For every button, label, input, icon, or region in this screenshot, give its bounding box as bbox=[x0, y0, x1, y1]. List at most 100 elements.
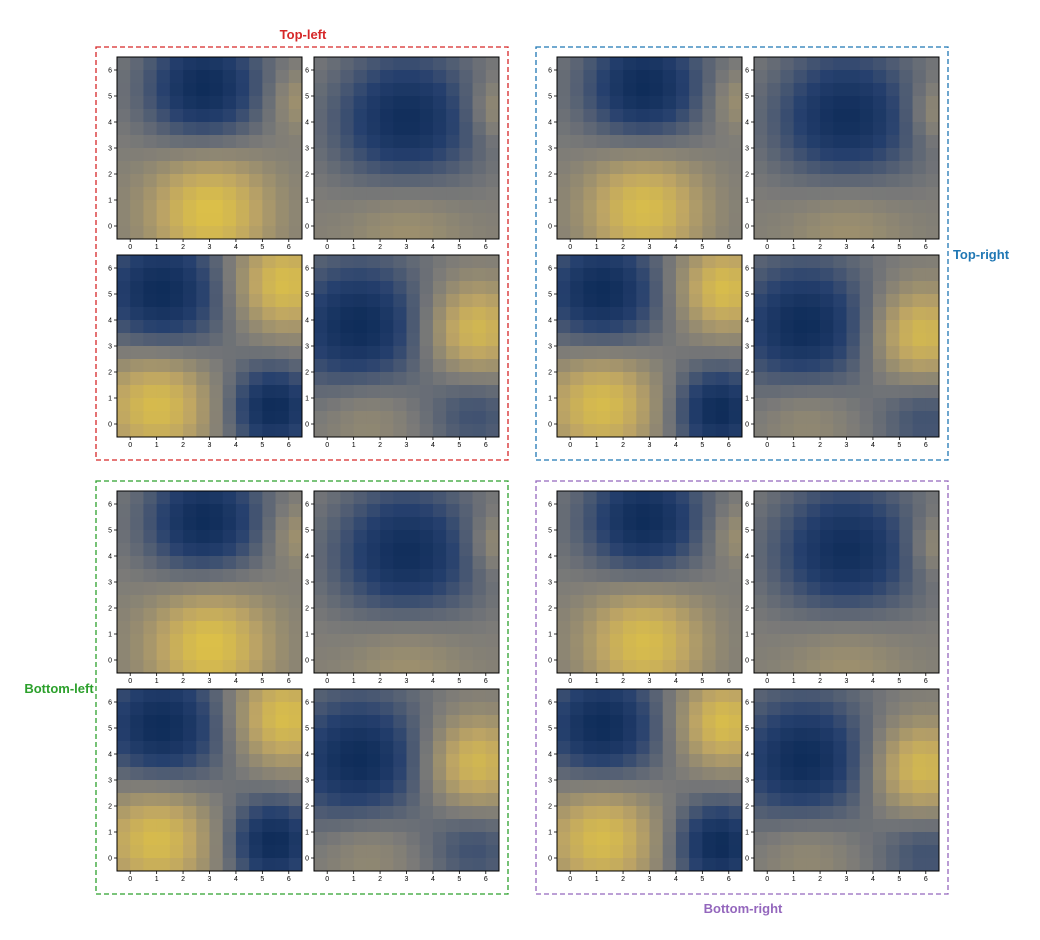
heatmap-cell bbox=[432, 398, 447, 412]
heatmap-cell bbox=[459, 660, 473, 674]
heatmap-cell bbox=[715, 200, 730, 214]
heatmap-cell bbox=[780, 398, 795, 412]
heatmap-cell bbox=[557, 70, 571, 84]
heatmap-cell bbox=[767, 504, 781, 518]
heatmap-cell bbox=[793, 281, 808, 295]
heatmap-cell bbox=[662, 187, 677, 201]
heatmap-cell bbox=[557, 660, 571, 674]
heatmap-cell bbox=[557, 372, 571, 386]
heatmap-cell bbox=[275, 187, 290, 201]
heatmap-cell bbox=[156, 346, 171, 360]
heatmap-cell bbox=[702, 621, 716, 635]
heatmap-cell bbox=[675, 372, 690, 386]
heatmap-cell bbox=[143, 741, 158, 755]
heatmap-cell bbox=[596, 424, 611, 438]
heatmap-cell bbox=[472, 793, 487, 807]
heatmap-cell bbox=[393, 647, 407, 661]
heatmap-cell bbox=[143, 621, 158, 635]
heatmap-cell bbox=[767, 754, 781, 768]
heatmap-cell bbox=[275, 281, 290, 295]
heatmap-cell bbox=[754, 608, 768, 622]
x-tick-label: 5 bbox=[700, 442, 704, 449]
heatmap-cell bbox=[793, 359, 808, 373]
heatmap-cell bbox=[446, 741, 460, 755]
heatmap-cell bbox=[583, 255, 598, 269]
heatmap-cell bbox=[886, 294, 900, 308]
heatmap-cell bbox=[446, 70, 460, 84]
heatmap-cell bbox=[623, 307, 637, 321]
heatmap-cell bbox=[209, 780, 224, 794]
heatmap-cell bbox=[793, 398, 808, 412]
heatmap-cell bbox=[380, 294, 394, 308]
heatmap-cell bbox=[662, 294, 677, 308]
heatmap-cell bbox=[262, 689, 276, 703]
heatmap-cell bbox=[596, 543, 611, 557]
heatmap-cell bbox=[288, 741, 303, 755]
heatmap-cell bbox=[886, 424, 900, 438]
heatmap-cell bbox=[432, 174, 447, 188]
heatmap-cell bbox=[623, 294, 637, 308]
heatmap-cell bbox=[275, 148, 290, 162]
heatmap-cell bbox=[833, 281, 847, 295]
heatmap-cell bbox=[353, 582, 368, 596]
heatmap-cell bbox=[432, 372, 447, 386]
heatmap-cell bbox=[353, 411, 368, 425]
heatmap-cell bbox=[780, 268, 795, 282]
heatmap-cell bbox=[583, 385, 598, 399]
heatmap-cell bbox=[209, 281, 224, 295]
y-tick-label: 6 bbox=[305, 700, 309, 707]
heatmap-cell bbox=[754, 491, 768, 505]
heatmap-cell bbox=[596, 135, 611, 149]
heatmap-cell bbox=[183, 333, 197, 347]
heatmap-cell bbox=[327, 491, 341, 505]
heatmap-cell bbox=[846, 200, 861, 214]
heatmap-cell bbox=[872, 268, 887, 282]
heatmap-cell bbox=[859, 226, 874, 240]
x-tick-label: 2 bbox=[621, 876, 625, 883]
heatmap-cell bbox=[380, 530, 394, 544]
heatmap-cell bbox=[196, 582, 210, 596]
heatmap-cell bbox=[912, 161, 927, 175]
heatmap-cell bbox=[222, 621, 237, 635]
heatmap-cell bbox=[872, 70, 887, 84]
heatmap-cell bbox=[596, 780, 611, 794]
heatmap-cell bbox=[728, 200, 743, 214]
heatmap-cell bbox=[183, 858, 197, 872]
group-label: Bottom-left bbox=[24, 681, 94, 696]
heatmap-cell bbox=[459, 647, 473, 661]
heatmap-cell bbox=[196, 491, 210, 505]
heatmap-cell bbox=[702, 294, 716, 308]
heatmap-cell bbox=[793, 634, 808, 648]
heatmap-cell bbox=[183, 689, 197, 703]
heatmap-cell bbox=[380, 57, 394, 71]
heatmap-cell bbox=[820, 268, 834, 282]
heatmap-cell bbox=[209, 569, 224, 583]
heatmap-cell bbox=[662, 346, 677, 360]
heatmap-cell bbox=[833, 161, 847, 175]
heatmap-cell bbox=[130, 845, 144, 859]
heatmap-cell bbox=[649, 793, 664, 807]
heatmap-cell bbox=[419, 556, 434, 570]
heatmap-cell bbox=[872, 858, 887, 872]
heatmap-cell bbox=[143, 569, 158, 583]
heatmap-cell bbox=[288, 174, 303, 188]
heatmap-cell bbox=[130, 255, 144, 269]
heatmap-cell bbox=[380, 517, 394, 531]
heatmap-cell bbox=[754, 281, 768, 295]
heatmap-cell bbox=[130, 621, 144, 635]
heatmap-cell bbox=[846, 268, 861, 282]
heatmap-cell bbox=[393, 728, 407, 742]
heatmap-cell bbox=[780, 832, 795, 846]
heatmap-cell bbox=[767, 621, 781, 635]
heatmap-cell bbox=[846, 754, 861, 768]
heatmap-cell bbox=[728, 491, 743, 505]
x-tick-label: 0 bbox=[568, 442, 572, 449]
heatmap-cell bbox=[393, 320, 407, 334]
heatmap-cell bbox=[249, 647, 263, 661]
heatmap-cell bbox=[728, 135, 743, 149]
heatmap-cell bbox=[288, 411, 303, 425]
heatmap-cell bbox=[859, 135, 874, 149]
heatmap-cell bbox=[288, 226, 303, 240]
heatmap-cell bbox=[754, 398, 768, 412]
heatmap-cell bbox=[754, 109, 768, 123]
